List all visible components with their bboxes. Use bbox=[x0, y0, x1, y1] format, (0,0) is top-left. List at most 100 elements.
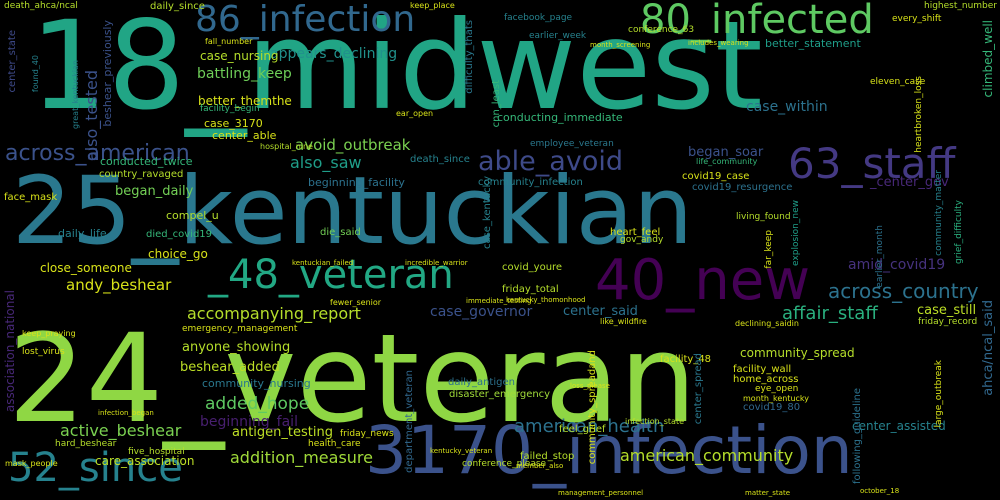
word-cloud-word: also_saw bbox=[290, 153, 362, 172]
word-cloud-word: large_outbreak bbox=[934, 360, 944, 428]
word-cloud-word: immediate_testing bbox=[466, 297, 532, 305]
word-cloud-word: life_community bbox=[696, 157, 758, 166]
word-cloud-word: anyone_showing bbox=[182, 340, 291, 355]
word-cloud-word: like_wildfire bbox=[600, 317, 647, 326]
word-cloud-word: ahca/ncal_said bbox=[981, 300, 996, 396]
word-cloud-word: beginning_facility bbox=[308, 176, 405, 189]
word-cloud-word: department_veteran bbox=[404, 370, 415, 473]
word-cloud-word: case_kentucky bbox=[482, 176, 493, 250]
word-cloud-word: kentucky_veteran bbox=[430, 447, 493, 455]
word-cloud-word: infection_state bbox=[625, 417, 685, 426]
word-cloud-word: better_statement bbox=[765, 37, 861, 50]
word-cloud-word: choice_go bbox=[148, 247, 208, 261]
word-cloud-word: hospital_nine bbox=[260, 142, 313, 151]
word-cloud-word: daily_life bbox=[58, 227, 107, 240]
word-cloud-word: health_care bbox=[308, 439, 361, 449]
word-cloud-word: better_themthe bbox=[198, 94, 292, 108]
word-cloud-word: home_across bbox=[733, 374, 799, 385]
word-cloud-word: october_18 bbox=[860, 487, 900, 495]
word-cloud-word: facility_48 bbox=[660, 354, 712, 365]
word-cloud-word: living_found bbox=[736, 212, 791, 222]
word-cloud-word: loss_please bbox=[570, 382, 610, 390]
word-cloud-word: active_beshear bbox=[60, 421, 182, 440]
word-cloud-word: accompanying_report bbox=[187, 304, 361, 323]
word-cloud-word: following_guideline bbox=[852, 388, 863, 484]
word-cloud-word: community_infection bbox=[478, 177, 583, 188]
word-cloud-word: daily_antigen bbox=[448, 377, 515, 388]
word-cloud-word: facility_begin bbox=[200, 104, 260, 114]
word-cloud-word: beginning_fail bbox=[200, 414, 298, 430]
word-cloud-word: facebook_page bbox=[504, 13, 573, 23]
word-cloud-word: case_within bbox=[746, 99, 828, 115]
word-cloud-word: fewer_senior bbox=[330, 298, 382, 307]
word-cloud-word: kentucky_thomonhood bbox=[506, 296, 586, 304]
word-cloud-word: ear_open bbox=[396, 109, 434, 118]
word-cloud-word: center_state bbox=[7, 30, 18, 93]
word-cloud-word: died_covid19 bbox=[146, 229, 213, 240]
word-cloud-word: avoid_outbreak bbox=[295, 136, 411, 154]
word-cloud-word: case_still bbox=[917, 303, 977, 318]
word-cloud-word: close_someone bbox=[40, 261, 132, 275]
word-cloud-word: death_ahca/ncal bbox=[4, 1, 78, 11]
word-cloud-word: battling_keep bbox=[197, 66, 292, 82]
word-cloud-word: appears_declining bbox=[270, 46, 398, 62]
word-cloud-word: five_hospital bbox=[128, 447, 185, 457]
word-cloud-word: fall_number bbox=[205, 37, 253, 46]
word-cloud-word: kentuckian_failed bbox=[292, 259, 354, 267]
word-cloud-word: care_association bbox=[95, 454, 195, 468]
word-cloud-word: _center_gov bbox=[870, 175, 949, 190]
word-cloud-word: earlier_week bbox=[529, 31, 587, 41]
word-cloud-word: center_assisted bbox=[852, 419, 946, 433]
word-cloud-word: declining_saidin bbox=[735, 319, 799, 328]
word-cloud-word: gov_andy bbox=[620, 235, 664, 245]
word-cloud-word: grief_difficulty bbox=[954, 200, 964, 265]
word-cloud-word: matter_state bbox=[745, 489, 791, 497]
word-cloud-word: american_community bbox=[620, 446, 794, 465]
word-cloud-word: compel_u bbox=[166, 209, 219, 222]
word-cloud-word: amid_covid19 bbox=[848, 257, 946, 273]
word-cloud-word: also_tested bbox=[82, 70, 101, 162]
word-cloud-word: beshear_added bbox=[180, 360, 280, 375]
word-cloud-word: failed_stop bbox=[520, 451, 575, 462]
word-cloud-word: member_also bbox=[516, 462, 564, 470]
word-cloud-word: lost_virus bbox=[22, 347, 65, 357]
word-cloud-word: management_personnel bbox=[558, 489, 644, 497]
word-cloud-word: case_3170 bbox=[204, 117, 263, 130]
word-cloud-word: disaster_emergency bbox=[449, 389, 551, 400]
word-cloud-word: earlier_month bbox=[875, 225, 885, 288]
word-cloud-word: case_governor bbox=[430, 304, 533, 320]
word-cloud-word: explosion_new bbox=[791, 200, 801, 266]
word-cloud-word: 18_midwest bbox=[30, 0, 763, 137]
word-cloud-word: american_health bbox=[514, 416, 665, 437]
word-cloud-word: across_american bbox=[5, 141, 190, 166]
word-cloud-word: facility_wall bbox=[733, 364, 792, 375]
word-cloud-word: 25_kentuckian bbox=[12, 157, 693, 266]
word-cloud-word: andy_beshear bbox=[66, 276, 172, 294]
word-cloud-word: 80_infected bbox=[640, 0, 874, 43]
word-cloud-word: heartbroken_loss bbox=[914, 76, 924, 153]
word-cloud-word: found_40 bbox=[31, 55, 40, 93]
word-cloud-word: includes_wearing bbox=[688, 39, 749, 47]
word-cloud-word: 24_veteran bbox=[8, 308, 697, 450]
word-cloud-word: addition_measure bbox=[230, 448, 373, 467]
word-cloud-word: eleven_case bbox=[870, 77, 926, 87]
word-cloud-word: covid19_80 bbox=[743, 402, 801, 413]
word-cloud-word: covid_youre bbox=[502, 262, 563, 273]
word-cloud-word: 86_infection bbox=[195, 0, 416, 40]
word-cloud-word: began_daily bbox=[115, 184, 194, 199]
word-cloud-word: community_spreadand bbox=[587, 350, 598, 465]
word-cloud-word: month_kentucky bbox=[743, 394, 809, 403]
word-cloud-word: case_nursing bbox=[200, 49, 279, 63]
word-cloud-word: began_soar bbox=[688, 145, 764, 160]
word-cloud-word: center_said bbox=[563, 304, 638, 319]
word-cloud-word: cnn_least bbox=[491, 80, 502, 128]
word-cloud-word: covid19_resurgence bbox=[692, 182, 793, 193]
word-cloud-word: every_shift bbox=[892, 14, 942, 24]
word-cloud-word: daily_since bbox=[150, 1, 205, 12]
word-cloud-word: community_matter bbox=[934, 170, 944, 256]
word-cloud-word: across_country bbox=[828, 279, 979, 303]
word-cloud-word: month_screening bbox=[590, 41, 651, 49]
word-cloud-word: center_able bbox=[212, 129, 277, 142]
word-cloud-word: covid19_case bbox=[682, 171, 750, 182]
word-cloud-word: hard_beshear bbox=[55, 439, 117, 449]
